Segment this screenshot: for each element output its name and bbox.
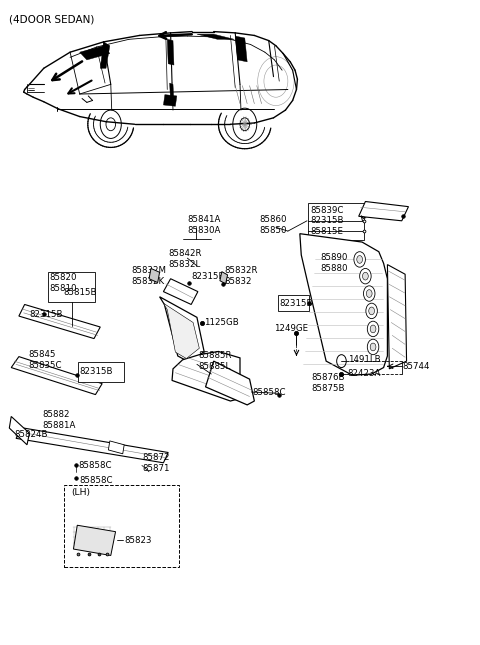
- Polygon shape: [163, 95, 177, 106]
- Text: 85876B
85875B: 85876B 85875B: [312, 373, 345, 393]
- Text: 85890
85880: 85890 85880: [321, 253, 348, 273]
- Circle shape: [362, 272, 368, 280]
- Polygon shape: [387, 264, 407, 369]
- Text: 85858C: 85858C: [78, 461, 112, 470]
- Polygon shape: [9, 417, 29, 445]
- Text: 85885R
85885L: 85885R 85885L: [198, 351, 231, 371]
- Polygon shape: [169, 83, 174, 104]
- Polygon shape: [16, 428, 168, 463]
- Circle shape: [367, 321, 379, 337]
- Polygon shape: [220, 272, 228, 284]
- Text: 85815E: 85815E: [310, 226, 343, 235]
- Text: 85820
85810: 85820 85810: [49, 273, 77, 293]
- Polygon shape: [149, 268, 159, 283]
- Circle shape: [366, 290, 372, 297]
- Text: 85832R
85832: 85832R 85832: [225, 266, 258, 286]
- Polygon shape: [300, 233, 387, 375]
- Polygon shape: [19, 304, 100, 339]
- Polygon shape: [100, 42, 110, 68]
- Circle shape: [370, 325, 376, 333]
- Text: 82315B: 82315B: [280, 299, 313, 308]
- Text: 85823: 85823: [124, 535, 152, 544]
- Text: 85845
85835C: 85845 85835C: [28, 350, 62, 370]
- Polygon shape: [108, 441, 124, 454]
- Text: 1249GE: 1249GE: [275, 324, 309, 333]
- Text: 85842R
85832L: 85842R 85832L: [168, 249, 202, 269]
- Text: 85858C: 85858C: [80, 475, 113, 484]
- Polygon shape: [163, 279, 198, 304]
- Text: 85832M
85832K: 85832M 85832K: [131, 266, 166, 286]
- Text: 82315B: 82315B: [29, 310, 63, 319]
- Text: (4DOOR SEDAN): (4DOOR SEDAN): [9, 15, 95, 25]
- Text: (LH): (LH): [72, 488, 91, 497]
- Polygon shape: [205, 361, 254, 405]
- Polygon shape: [197, 34, 234, 39]
- Polygon shape: [163, 303, 199, 359]
- Text: 82423A: 82423A: [348, 370, 381, 379]
- Text: 1125GB: 1125GB: [204, 318, 239, 327]
- Circle shape: [369, 307, 374, 315]
- Text: 82315B: 82315B: [80, 367, 113, 376]
- Polygon shape: [235, 36, 247, 62]
- FancyBboxPatch shape: [64, 484, 179, 567]
- Text: 85872
85871: 85872 85871: [142, 453, 169, 473]
- Text: 85815B: 85815B: [63, 288, 96, 297]
- FancyBboxPatch shape: [278, 295, 310, 311]
- Polygon shape: [80, 46, 110, 60]
- Text: 85744: 85744: [403, 362, 430, 371]
- Polygon shape: [11, 357, 102, 395]
- Polygon shape: [159, 297, 204, 362]
- Text: 85841A
85830A: 85841A 85830A: [187, 215, 221, 235]
- FancyBboxPatch shape: [78, 362, 124, 382]
- Text: 85882
85881A: 85882 85881A: [43, 410, 76, 430]
- Circle shape: [367, 339, 379, 355]
- Circle shape: [357, 255, 362, 263]
- Text: 1491LB: 1491LB: [348, 355, 380, 364]
- Polygon shape: [167, 39, 174, 65]
- Circle shape: [363, 286, 375, 301]
- Text: 85824B: 85824B: [14, 430, 48, 439]
- Polygon shape: [172, 352, 240, 401]
- Text: 82315B: 82315B: [310, 216, 343, 225]
- FancyBboxPatch shape: [48, 272, 96, 302]
- Text: 85858C: 85858C: [252, 388, 286, 397]
- FancyBboxPatch shape: [308, 203, 364, 240]
- Polygon shape: [359, 201, 408, 221]
- Circle shape: [354, 252, 365, 267]
- Text: 82315B: 82315B: [191, 272, 225, 281]
- Polygon shape: [73, 525, 116, 555]
- Circle shape: [370, 343, 376, 351]
- Text: 85839C: 85839C: [310, 206, 343, 215]
- Circle shape: [360, 268, 371, 284]
- Text: 85860
85850: 85860 85850: [259, 215, 287, 235]
- Circle shape: [366, 303, 377, 319]
